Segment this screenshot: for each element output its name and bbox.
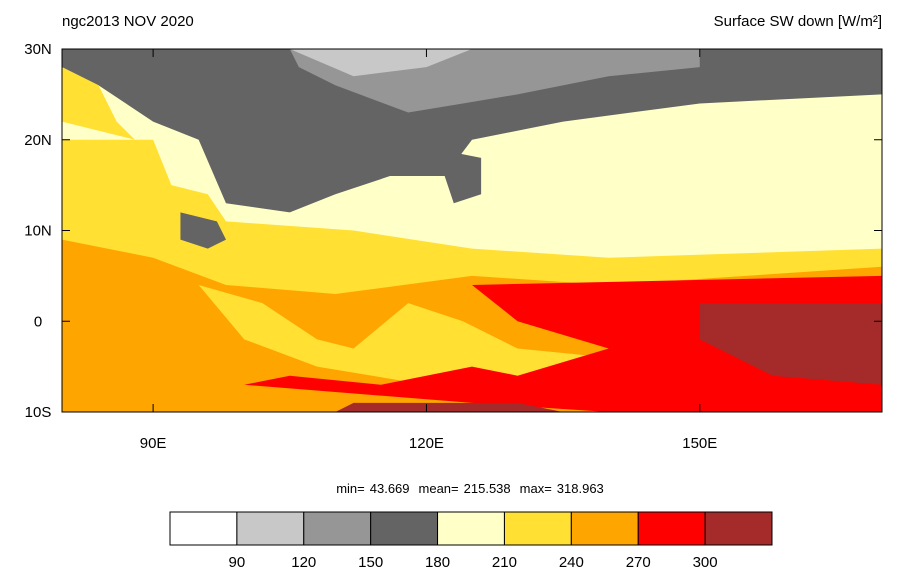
stat-label: max= <box>520 481 552 496</box>
colorbar-label: 300 <box>693 554 718 571</box>
colorbar-label: 90 <box>229 554 246 571</box>
colorbar: 90 120 150 180 210 240 270 300 <box>169 511 773 571</box>
colorbar-label: 150 <box>358 554 383 571</box>
lat-tick-label: 0 <box>34 313 42 330</box>
stat-value: 215.538 <box>464 481 511 496</box>
colorbar-box <box>236 511 305 546</box>
stat-value: 43.669 <box>370 481 410 496</box>
field-region <box>180 212 226 249</box>
colorbar-label: 210 <box>492 554 517 571</box>
stats-line: min= 43.669 mean= 215.538 max= 318.963 <box>336 481 604 496</box>
colorbar-box <box>570 511 639 546</box>
colorbar-box <box>370 511 439 546</box>
lon-tick-label: 90E <box>140 435 167 452</box>
axes: 90E 120E 150E 30N 20N 10N 0 10S <box>24 41 883 452</box>
lat-tick-label: 10N <box>24 223 52 240</box>
stat-label: mean= <box>419 481 459 496</box>
colorbar-label: 270 <box>626 554 651 571</box>
stat-value: 318.963 <box>557 481 604 496</box>
colorbar-box <box>704 511 773 546</box>
lon-tick-label: 150E <box>682 435 717 452</box>
lon-tick-label: 120E <box>409 435 444 452</box>
field-region <box>335 402 564 412</box>
field-region <box>62 67 135 140</box>
colorbar-box <box>169 511 238 546</box>
field-region <box>435 148 482 204</box>
field-region <box>699 303 882 385</box>
colorbar-box <box>503 511 572 546</box>
colorbar-box <box>637 511 706 546</box>
colorbar-label: 240 <box>559 554 584 571</box>
title: ngc2013 NOV 2020 <box>62 13 194 30</box>
field <box>62 49 882 412</box>
lat-tick-label: 20N <box>24 132 52 149</box>
colorbar-box <box>437 511 505 546</box>
lat-tick-label: 30N <box>24 41 52 58</box>
lat-tick-label: 10S <box>25 404 52 421</box>
colorbar-label: 120 <box>291 554 316 571</box>
colorbar-box <box>303 511 372 546</box>
units-label: Surface SW down [W/m²] <box>714 13 882 30</box>
field-region <box>62 49 882 213</box>
colorbar-label: 180 <box>425 554 450 571</box>
stat-label: min= <box>336 481 365 496</box>
